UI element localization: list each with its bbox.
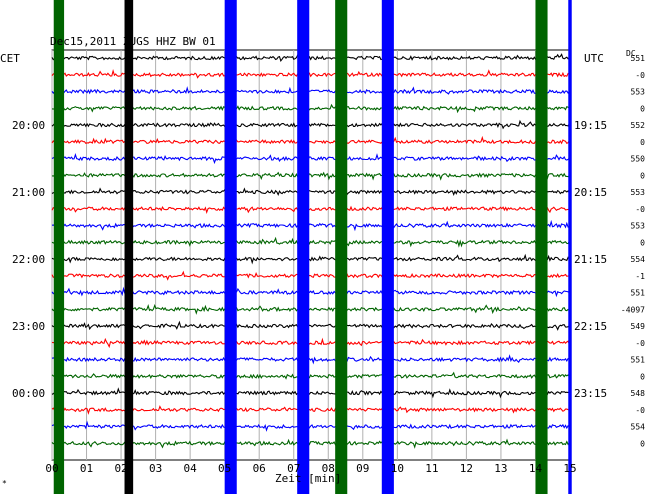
right-hour-label-19:15: 19:15: [574, 119, 607, 132]
x-tick-label-15: 15: [563, 462, 576, 475]
dc-offset-4: 552: [631, 121, 646, 130]
right-hour-label-23:15: 23:15: [574, 387, 607, 400]
right-hour-label-20:15: 20:15: [574, 186, 607, 199]
x-tick-label-05: 05: [218, 462, 231, 475]
trace-17: [51, 337, 570, 349]
x-tick-label-02: 02: [114, 462, 127, 475]
x-tick-label-01: 01: [80, 462, 93, 475]
x-axis-title: Zeit [min]: [275, 472, 341, 485]
x-tick-label-06: 06: [253, 462, 266, 475]
trace-20: [51, 387, 570, 399]
trace-4: [51, 119, 570, 130]
event-band-0: [53, 0, 65, 494]
dc-offset-6: 550: [631, 155, 646, 164]
event-band-1: [124, 0, 134, 494]
saturated-bands: [53, 0, 572, 494]
trace-11: [51, 236, 570, 249]
left-hour-label-21:00: 21:00: [12, 186, 45, 199]
dc-offset-23: 0: [640, 439, 645, 448]
event-band-5: [381, 0, 394, 494]
trace-0: [51, 53, 570, 62]
right-hour-label-21:15: 21:15: [574, 253, 607, 266]
dc-offset-0: 551: [631, 54, 646, 63]
dc-offset-15: -4097: [621, 305, 645, 314]
x-tick-label-10: 10: [391, 462, 404, 475]
dc-offset-21: -0: [635, 406, 645, 415]
dc-offset-12: 554: [631, 255, 646, 264]
left-hour-label-20:00: 20:00: [12, 119, 45, 132]
dc-offset-19: 0: [640, 372, 645, 381]
x-tick-label-14: 14: [529, 462, 543, 475]
dc-offset-2: 553: [631, 88, 646, 97]
trace-22: [51, 420, 570, 432]
x-tick-label-11: 11: [425, 462, 438, 475]
trace-13: [51, 270, 570, 281]
x-tick-label-04: 04: [184, 462, 198, 475]
trace-19: [51, 371, 570, 380]
trace-16: [51, 320, 570, 331]
dc-offset-20: 548: [631, 389, 646, 398]
left-hour-label-22:00: 22:00: [12, 253, 45, 266]
trace-5: [51, 135, 570, 145]
dc-offset-7: 0: [640, 171, 645, 180]
right-hour-label-22:15: 22:15: [574, 320, 607, 333]
left-hour-label-23:00: 23:00: [12, 320, 45, 333]
dc-offset-13: -1: [635, 272, 645, 281]
x-tick-label-03: 03: [149, 462, 162, 475]
dc-offset-14: 551: [631, 289, 646, 298]
trace-21: [51, 405, 570, 415]
left-hour-label-00:00: 00:00: [12, 387, 45, 400]
dc-offset-11: 0: [640, 238, 645, 247]
trace-8: [51, 185, 570, 196]
trace-18: [51, 354, 570, 365]
corner-mark: *: [2, 479, 7, 488]
trace-3: [52, 103, 570, 114]
chart-title: Dec15,2011 ZUGS HHZ BW 01: [50, 35, 216, 48]
dc-offset-1: -0: [635, 71, 645, 80]
dc-offset-17: -0: [635, 339, 645, 348]
trace-12: [51, 253, 570, 265]
dc-header-label: DC: [626, 49, 636, 58]
event-band-7: [568, 0, 572, 494]
event-band-6: [535, 0, 548, 494]
dc-offset-8: 553: [631, 188, 646, 197]
x-tick-label-08: 08: [322, 462, 335, 475]
trace-23: [51, 438, 570, 449]
right-timezone-label: UTC: [584, 52, 604, 65]
trace-10: [51, 219, 570, 232]
trace-14: [51, 286, 570, 298]
x-tick-label-07: 07: [287, 462, 300, 475]
axis-labels: 00 01 02 03 04 05 06 07 08 09 10 11 12 13 14 1520:0021:…: [12, 54, 645, 475]
dc-offset-10: 553: [631, 222, 646, 231]
dc-offset-16: 549: [631, 322, 646, 331]
trace-15: [51, 303, 570, 315]
left-timezone-label: CET: [0, 52, 20, 65]
x-tick-label-13: 13: [494, 462, 507, 475]
trace-2: [51, 86, 570, 97]
seismic-traces: [51, 53, 570, 449]
x-tick-label-09: 09: [356, 462, 369, 475]
dc-offset-18: 551: [631, 356, 646, 365]
event-band-4: [335, 0, 348, 494]
dc-offset-3: 0: [640, 104, 645, 113]
x-tick-label-00: 00: [45, 462, 58, 475]
event-band-2: [224, 0, 237, 494]
trace-9: [51, 205, 570, 215]
dc-offset-5: 0: [640, 138, 645, 147]
dc-offset-9: -0: [635, 205, 645, 214]
trace-7: [51, 170, 570, 181]
trace-1: [51, 69, 570, 79]
dc-offset-22: 554: [631, 423, 646, 432]
event-band-3: [297, 0, 310, 494]
trace-6: [51, 153, 570, 165]
x-tick-label-12: 12: [460, 462, 473, 475]
